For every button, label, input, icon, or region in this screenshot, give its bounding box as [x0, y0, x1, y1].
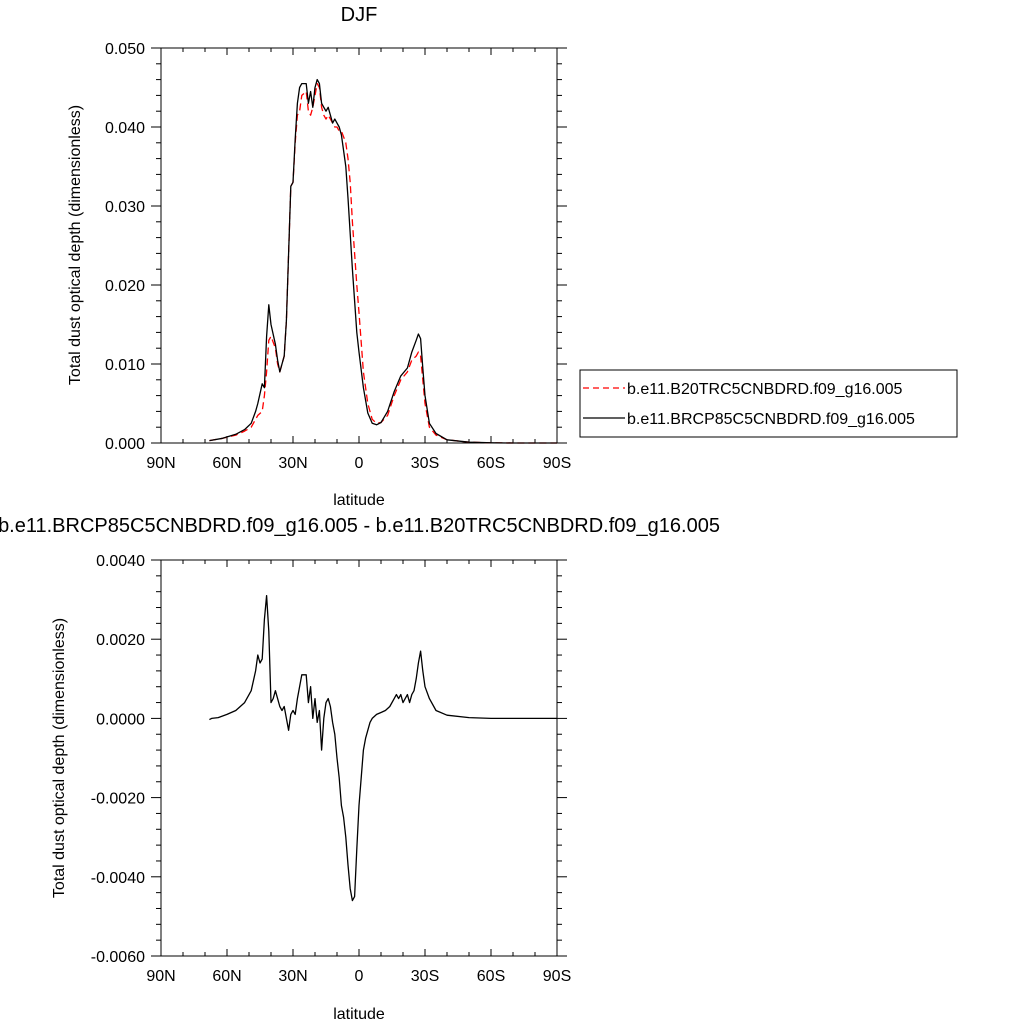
bottom-y-axis-label: Total dust optical depth (dimensionless)	[51, 618, 68, 898]
bottom-x-tick-label: 30S	[411, 968, 439, 985]
top-y-tick-label: 0.050	[105, 41, 145, 58]
bottom-y-tick-label: 0.0000	[96, 711, 145, 728]
bottom-y-tick-label: -0.0040	[91, 870, 145, 887]
top-series-lines	[209, 78, 557, 444]
top-x-tick-label: 0	[355, 455, 364, 472]
bottom-series-lines	[209, 594, 557, 902]
top-y-tick-label: 0.040	[105, 120, 145, 137]
bottom-x-tick-label: 90N	[146, 968, 175, 985]
bottom-y-tick-label: -0.0060	[91, 949, 145, 966]
legend-entry-series-0: b.e11.B20TRC5CNBDRD.f09_g16.005	[627, 381, 903, 398]
top-y-tick-label: 0.020	[105, 278, 145, 295]
top-plot-frame	[160, 47, 558, 444]
bottom-x-tick-labels: 90N 60N 30N 0 30S 60S 90S	[146, 968, 571, 985]
bottom-y-tick-label: 0.0040	[96, 553, 145, 570]
top-series-line-1	[209, 78, 557, 444]
top-y-tick-label: 0.030	[105, 199, 145, 216]
bottom-y-tick-label: 0.0020	[96, 632, 145, 649]
bottom-x-tick-label: 30N	[278, 968, 307, 985]
bottom-x-tick-label: 60S	[477, 968, 505, 985]
top-y-tick-label: 0.000	[105, 436, 145, 453]
top-x-tick-label: 30N	[278, 455, 307, 472]
bottom-axis-ticks	[151, 559, 567, 957]
top-x-tick-label: 90S	[543, 455, 571, 472]
bottom-chart-panel: b.e11.BRCP85C5CNBDRD.f09_g16.005 - b.e11…	[0, 515, 720, 1023]
top-x-tick-labels: 90N 60N 30N 0 30S 60S 90S	[146, 455, 571, 472]
legend-entry-series-1: b.e11.BRCP85C5CNBDRD.f09_g16.005	[627, 411, 915, 428]
bottom-plot-frame	[160, 559, 558, 957]
top-y-tick-label: 0.010	[105, 357, 145, 374]
bottom-x-tick-label: 90S	[543, 968, 571, 985]
bottom-x-tick-label: 60N	[212, 968, 241, 985]
top-x-tick-label: 60N	[212, 455, 241, 472]
top-y-axis-label: Total dust optical depth (dimensionless)	[67, 105, 84, 385]
top-x-axis-label: latitude	[333, 492, 385, 509]
top-chart-title: DJF	[341, 4, 378, 26]
legend: b.e11.B20TRC5CNBDRD.f09_g16.005 b.e11.BR…	[579, 369, 958, 438]
legend-box	[579, 369, 958, 438]
bottom-chart-title: b.e11.BRCP85C5CNBDRD.f09_g16.005 - b.e11…	[0, 515, 720, 537]
bottom-y-tick-labels: -0.0060 -0.0040 -0.0020 0.0000 0.0020 0.0040	[91, 553, 145, 966]
bottom-series-line-0	[209, 594, 557, 902]
top-y-tick-labels: 0.000 0.010 0.020 0.030 0.040 0.050	[105, 41, 145, 453]
bottom-x-axis-label: latitude	[333, 1006, 385, 1023]
top-axis-ticks	[151, 47, 567, 444]
top-chart-panel: DJF 90N 60N 30N 0 30S 60S 90S 0.0000.0100.0200…	[67, 4, 958, 509]
top-x-tick-label: 30S	[411, 455, 439, 472]
top-x-tick-label: 60S	[477, 455, 505, 472]
bottom-y-tick-label: -0.0020	[91, 791, 145, 808]
bottom-x-tick-label: 0	[355, 968, 364, 985]
top-x-tick-label: 90N	[146, 455, 175, 472]
